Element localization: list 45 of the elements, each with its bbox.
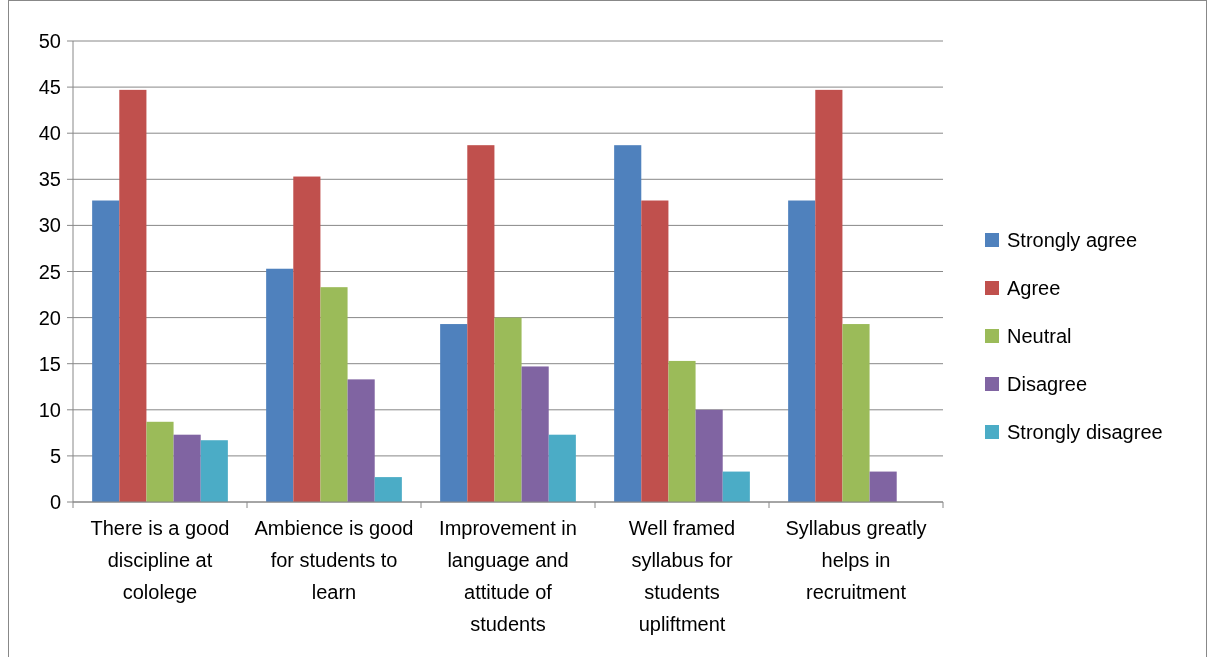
bar [548, 434, 576, 502]
x-tick-label: Improvement in language and attitude of students [439, 517, 577, 635]
bar [467, 145, 495, 502]
y-tick-label: 10 [38, 398, 61, 421]
bar [722, 471, 750, 502]
y-tick-label: 0 [49, 491, 61, 513]
bar [440, 324, 468, 502]
bar [842, 324, 870, 502]
bar [347, 379, 375, 502]
y-tick-label: 30 [38, 214, 61, 237]
bar [266, 268, 294, 502]
legend-label: Strongly agree [1007, 229, 1138, 251]
y-tick-label: 15 [38, 352, 61, 375]
bar [494, 317, 522, 502]
y-tick-label: 45 [38, 76, 61, 99]
bar [200, 440, 228, 502]
bar [668, 360, 696, 502]
x-tick-label: Well framed syllabus for students upliftment [628, 517, 736, 635]
legend-label: Disagree [1007, 373, 1088, 395]
x-tick-label: Syllabus greatly helps in recruitment [785, 517, 927, 603]
bar [788, 200, 816, 502]
bar [173, 434, 201, 502]
bar [293, 176, 321, 502]
bar [815, 89, 843, 502]
bar [92, 200, 120, 502]
x-tick-label: There is a good discipline at cololege [90, 517, 230, 603]
y-tick-label: 35 [38, 168, 61, 191]
bar [374, 477, 402, 502]
y-tick-label: 40 [38, 122, 61, 145]
y-tick-label: 20 [38, 306, 61, 329]
y-tick-label: 25 [38, 260, 61, 283]
legend-label: Neutral [1007, 325, 1072, 347]
bar [641, 200, 669, 502]
legend-label: Agree [1007, 277, 1061, 299]
y-tick-label: 50 [38, 30, 61, 52]
bar [146, 421, 174, 502]
legend-label: Strongly disagree [1007, 421, 1163, 443]
bar [521, 366, 549, 502]
bar [320, 287, 348, 502]
bar [614, 145, 642, 502]
bar [869, 471, 897, 502]
bar [695, 409, 723, 502]
x-tick-label: Ambience is good for students to learn [254, 517, 414, 603]
y-tick-label: 5 [49, 444, 61, 467]
bar [119, 89, 147, 502]
